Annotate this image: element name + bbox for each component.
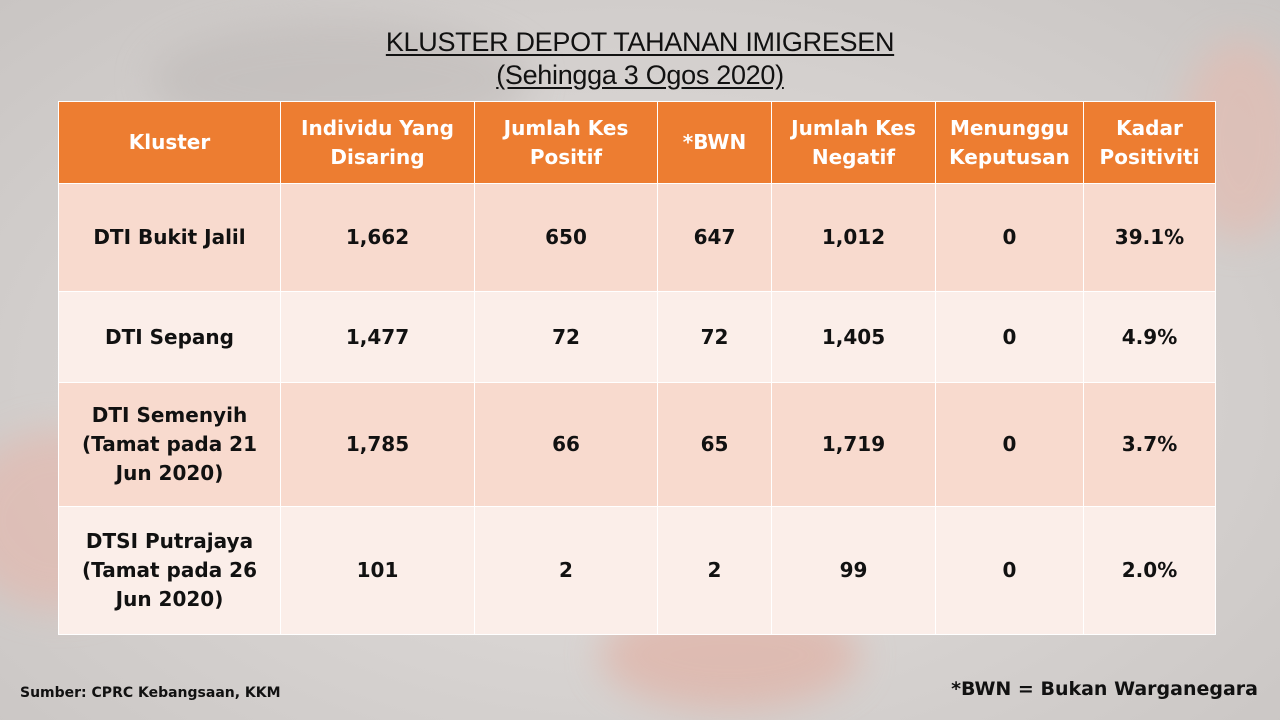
cell-menunggu: 0 — [935, 382, 1084, 507]
cell-menunggu: 0 — [935, 506, 1084, 635]
title-line-1: KLUSTER DEPOT TAHANAN IMIGRESEN — [385, 27, 895, 57]
source-note: Sumber: CPRC Kebangsaan, KKM — [20, 685, 281, 701]
table-row: DTI Bukit Jalil 1,662 650 647 1,012 0 39… — [58, 183, 1216, 292]
table-row: DTSI Putrajaya (Tamat pada 26 Jun 2020) … — [58, 506, 1216, 635]
kluster-table: Kluster Individu Yang Disaring Jumlah Ke… — [58, 101, 1216, 635]
cell-bwn: 2 — [657, 506, 772, 635]
column-header-negatif: Jumlah Kes Negatif — [771, 101, 936, 184]
cell-individu: 1,477 — [280, 291, 475, 383]
cell-negatif: 1,719 — [771, 382, 936, 507]
cell-kluster: DTSI Putrajaya (Tamat pada 26 Jun 2020) — [58, 506, 281, 635]
cell-menunggu: 0 — [935, 291, 1084, 383]
cell-menunggu: 0 — [935, 183, 1084, 292]
cell-negatif: 99 — [771, 506, 936, 635]
table-header-row: Kluster Individu Yang Disaring Jumlah Ke… — [58, 101, 1216, 184]
cell-kadar: 3.7% — [1083, 382, 1216, 507]
slide-title: KLUSTER DEPOT TAHANAN IMIGRESEN (Sehingg… — [0, 26, 1280, 92]
cell-positif: 66 — [474, 382, 658, 507]
column-header-kadar: Kadar Positiviti — [1083, 101, 1216, 184]
cell-bwn: 72 — [657, 291, 772, 383]
cell-kadar: 39.1% — [1083, 183, 1216, 292]
column-header-kluster: Kluster — [58, 101, 281, 184]
bwn-footnote: *BWN = Bukan Warganegara — [951, 678, 1258, 700]
cell-positif: 72 — [474, 291, 658, 383]
cell-positif: 650 — [474, 183, 658, 292]
cell-individu: 101 — [280, 506, 475, 635]
column-header-bwn: *BWN — [657, 101, 772, 184]
cell-individu: 1,662 — [280, 183, 475, 292]
cell-bwn: 65 — [657, 382, 772, 507]
cell-kluster: DTI Semenyih (Tamat pada 21 Jun 2020) — [58, 382, 281, 507]
title-line-2: (Sehingga 3 Ogos 2020) — [496, 60, 784, 90]
table-row: DTI Sepang 1,477 72 72 1,405 0 4.9% — [58, 291, 1216, 383]
column-header-positif: Jumlah Kes Positif — [474, 101, 658, 184]
table-row: DTI Semenyih (Tamat pada 21 Jun 2020) 1,… — [58, 382, 1216, 507]
cell-kadar: 4.9% — [1083, 291, 1216, 383]
cell-negatif: 1,012 — [771, 183, 936, 292]
cell-individu: 1,785 — [280, 382, 475, 507]
column-header-individu: Individu Yang Disaring — [280, 101, 475, 184]
cell-bwn: 647 — [657, 183, 772, 292]
cell-positif: 2 — [474, 506, 658, 635]
cell-kluster: DTI Bukit Jalil — [58, 183, 281, 292]
cell-kadar: 2.0% — [1083, 506, 1216, 635]
column-header-menunggu: Menunggu Keputusan — [935, 101, 1084, 184]
cell-negatif: 1,405 — [771, 291, 936, 383]
cell-kluster: DTI Sepang — [58, 291, 281, 383]
